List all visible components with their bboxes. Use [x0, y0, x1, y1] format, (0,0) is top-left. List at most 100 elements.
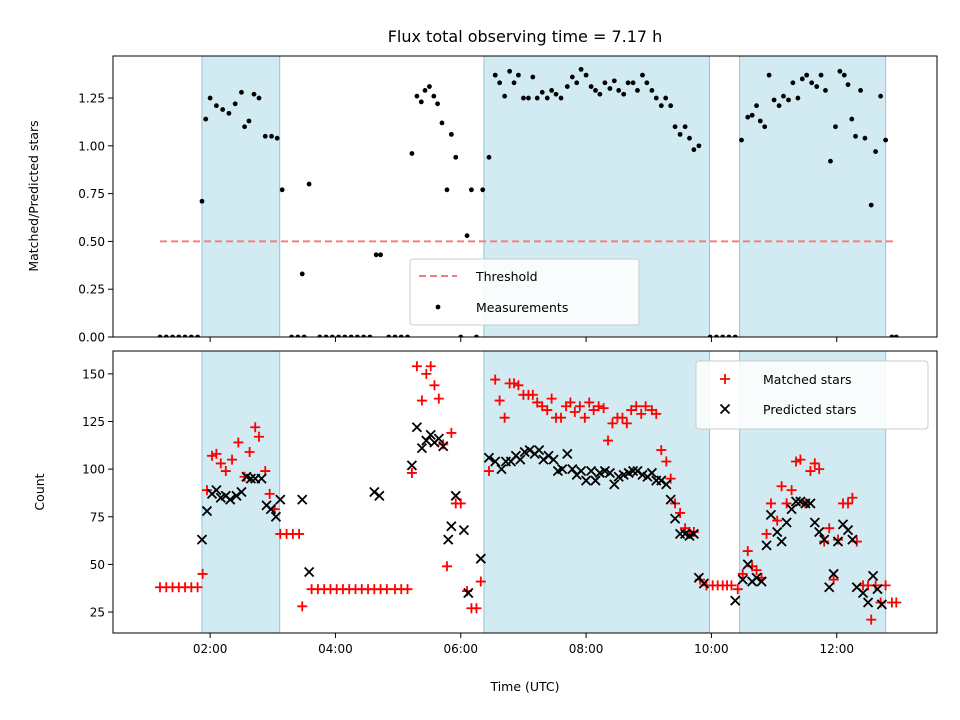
point-measurements-137 — [868, 202, 874, 208]
shaded-interval-top-2 — [739, 56, 887, 337]
point-predicted-stars-28 — [438, 441, 449, 452]
point-measurements-130 — [837, 68, 843, 74]
x-tick-label-2: 06:00 — [443, 642, 478, 656]
point-measurements-134 — [853, 133, 858, 139]
point-matched-stars-52 — [446, 427, 457, 438]
legend-bottom: Matched stars Predicted stars — [695, 360, 929, 430]
point-measurements-0 — [157, 334, 163, 337]
point-matched-stars-94 — [651, 408, 662, 419]
point-measurements-102 — [691, 147, 697, 153]
point-measurements-48 — [431, 93, 437, 99]
point-measurements-139 — [878, 93, 884, 99]
point-measurements-123 — [804, 72, 810, 78]
point-measurements-111 — [749, 112, 755, 118]
point-predicted-stars-80 — [698, 578, 710, 589]
point-measurements-47 — [427, 84, 432, 89]
point-predicted-stars-111 — [876, 599, 887, 610]
point-matched-stars-11 — [215, 458, 226, 469]
y-tick-label-bottom-5: 150 — [82, 367, 105, 381]
point-measurements-100 — [682, 124, 688, 130]
point-matched-stars-17 — [250, 422, 261, 433]
point-measurements-60 — [492, 72, 498, 78]
point-matched-stars-120 — [781, 498, 792, 509]
point-measurements-61 — [497, 80, 503, 86]
point-measurements-1 — [163, 334, 169, 337]
point-measurements-37 — [373, 252, 379, 258]
point-measurements-92 — [644, 80, 650, 86]
point-matched-stars-26 — [297, 601, 308, 612]
point-measurements-89 — [630, 80, 636, 86]
point-measurements-110 — [745, 114, 751, 120]
point-measurements-13 — [232, 101, 238, 107]
point-matched-stars-96 — [661, 456, 672, 467]
point-matched-stars-7 — [197, 568, 208, 579]
point-measurements-53 — [453, 154, 459, 160]
point-measurements-126 — [818, 72, 824, 78]
point-measurements-84 — [607, 86, 613, 91]
point-matched-stars-109 — [726, 580, 737, 591]
point-measurements-38 — [378, 252, 383, 258]
point-measurements-42 — [405, 334, 410, 337]
point-measurements-55 — [464, 233, 470, 239]
point-measurements-54 — [458, 334, 464, 337]
point-measurements-133 — [849, 116, 855, 122]
point-predicted-stars-87 — [761, 540, 772, 551]
point-predicted-stars-100 — [824, 582, 835, 593]
point-measurements-86 — [616, 88, 622, 93]
point-predicted-stars-86 — [756, 576, 767, 587]
point-matched-stars-6 — [192, 582, 203, 593]
point-matched-stars-69 — [532, 397, 543, 408]
point-measurements-7 — [199, 198, 205, 204]
point-matched-stars-143 — [891, 597, 902, 608]
point-predicted-stars-93 — [790, 496, 802, 507]
point-measurements-75 — [564, 84, 570, 89]
point-predicted-stars-83 — [742, 559, 753, 570]
point-measurements-78 — [578, 66, 584, 72]
point-predicted-stars-21 — [406, 460, 418, 471]
point-measurements-40 — [392, 334, 398, 337]
point-measurements-35 — [361, 334, 367, 337]
point-measurements-138 — [873, 149, 878, 154]
point-measurements-114 — [762, 124, 768, 130]
point-predicted-stars-56 — [585, 465, 597, 477]
point-matched-stars-128 — [819, 536, 830, 547]
point-measurements-80 — [588, 84, 594, 89]
y-tick-label-top-1: 0.25 — [78, 283, 105, 297]
point-measurements-43 — [409, 151, 415, 156]
point-measurements-28 — [317, 334, 323, 337]
point-measurements-57 — [474, 334, 479, 337]
point-measurements-3 — [176, 334, 182, 337]
legend-matched-swatch — [720, 374, 730, 384]
point-measurements-91 — [640, 72, 645, 78]
point-measurements-24 — [295, 334, 301, 337]
point-matched-stars-134 — [847, 492, 858, 503]
point-predicted-stars-3 — [211, 484, 222, 496]
point-predicted-stars-57 — [590, 475, 601, 486]
legend-threshold-label: Threshold — [475, 269, 538, 284]
point-predicted-stars-104 — [842, 524, 854, 536]
point-predicted-stars-97 — [809, 517, 820, 528]
point-measurements-49 — [435, 101, 440, 107]
point-measurements-52 — [448, 131, 454, 137]
point-matched-stars-112 — [742, 546, 753, 557]
point-predicted-stars-25 — [425, 429, 436, 440]
y-tick-label-top-4: 1.00 — [78, 139, 105, 153]
point-measurements-18 — [256, 95, 262, 101]
point-predicted-stars-74 — [669, 513, 681, 524]
y-tick-label-bottom-2: 75 — [90, 510, 105, 524]
legend-predicted-label: Predicted stars — [763, 402, 856, 417]
point-measurements-22 — [279, 187, 285, 193]
point-measurements-8 — [203, 116, 209, 122]
point-matched-stars-127 — [814, 464, 825, 475]
point-measurements-4 — [182, 334, 188, 337]
point-predicted-stars-22 — [411, 422, 423, 433]
point-predicted-stars-50 — [557, 463, 568, 475]
point-matched-stars-80 — [584, 397, 595, 408]
point-matched-stars-57 — [471, 603, 482, 614]
point-measurements-109 — [739, 137, 744, 143]
point-predicted-stars-81 — [730, 595, 741, 606]
point-measurements-135 — [858, 88, 863, 93]
point-matched-stars-44 — [411, 361, 422, 372]
point-predicted-stars-54 — [575, 465, 587, 477]
